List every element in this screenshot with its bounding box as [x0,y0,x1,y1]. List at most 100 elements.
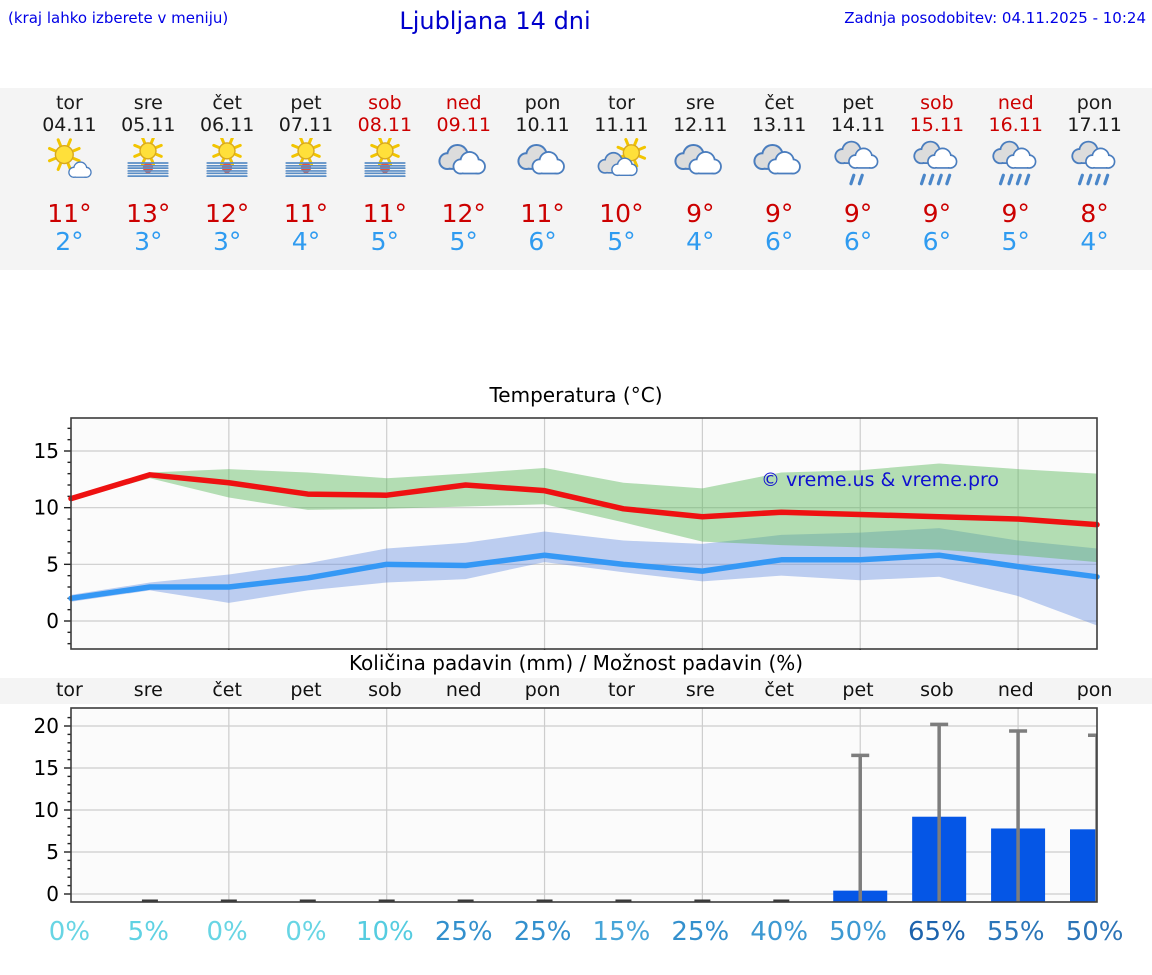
day-name: ned [997,92,1034,114]
forecast-day-column: pet 14.11 9° 6° [819,92,898,256]
forecast-day-column: sre 05.11 13° 3° [109,92,188,256]
forecast-day-column: sob 08.11 11° 5° [345,92,424,256]
precip-day-label: pon [524,679,561,701]
high-temp: 11° [47,199,92,228]
svg-text:10: 10 [34,798,59,822]
low-temp: 6° [764,227,794,256]
precip-day-label: tor [55,679,83,701]
low-temp: 5° [449,227,478,256]
low-temp: 3° [212,227,242,256]
day-name: sre [685,92,715,114]
menu-hint: (kraj lahko izberete v meniju) [8,9,229,27]
precip-probability: 0% [48,917,91,947]
cloudy-icon [424,138,503,194]
cloudy-icon [740,138,819,194]
day-name: ned [445,92,482,114]
spacer [0,270,1152,382]
svg-text:5: 5 [46,840,59,864]
sun-fog-icon [109,138,188,194]
day-name: čet [764,92,794,114]
last-update: Zadnja posodobitev: 04.11.2025 - 10:24 [844,9,1146,27]
forecast-day-column: tor 04.11 11° 2° [30,92,109,256]
high-temp: 11° [362,199,408,228]
forecast-day-column: pon 10.11 11° 6° [503,92,582,256]
precip-probability: 25% [671,917,730,947]
day-date: 17.11 [1067,114,1122,136]
page-title: Ljubljana 14 dni [399,7,591,35]
day-date: 06.11 [199,114,255,136]
high-temp: 9° [1001,199,1030,228]
day-name: čet [212,92,242,114]
low-temp: 6° [843,227,873,256]
day-name: sob [368,92,402,114]
svg-text:20: 20 [34,714,59,738]
precipitation-chart-title: Količina padavin (mm) / Možnost padavin … [348,651,804,675]
forecast-strip: tor 04.11 11° 2° sre 05.11 13° 3° čet 06.11 12° 3° p… [0,88,1152,270]
rain-icon [976,138,1055,194]
precip-probability: 25% [513,917,572,947]
svg-text:5: 5 [46,552,59,576]
low-temp: 4° [1080,227,1109,256]
day-date: 04.11 [42,114,97,136]
day-date: 14.11 [830,114,886,136]
day-date: 05.11 [121,114,176,136]
day-name: sre [133,92,163,114]
precip-probability: 10% [355,917,414,947]
sun-fog-icon [345,138,424,194]
svg-text:15: 15 [34,756,59,780]
high-temp: 9° [922,199,952,228]
precip-day-label: tor [608,679,635,701]
low-temp: 3° [134,227,163,256]
precip-probability: 40% [750,917,809,947]
high-temp: 8° [1080,199,1109,228]
low-temp: 5° [370,227,400,256]
sun-fog-icon [267,138,346,194]
precip-day-label: ned [997,679,1034,701]
day-date: 16.11 [988,114,1043,136]
precip-probability: 50% [1065,917,1124,947]
precipitation-chart: 0 5 10 15 20 [34,707,1098,906]
rain-icon [897,138,976,194]
precip-day-label: čet [212,679,242,701]
low-temp: 5° [607,227,636,256]
rain-icon [1055,138,1134,194]
forecast-day-column: ned 16.11 9° 5° [976,92,1055,256]
high-temp: 13° [126,199,171,228]
day-name: tor [55,92,83,114]
precip-day-label: sre [133,679,163,701]
precip-day-label: sob [920,679,954,701]
day-name: pet [842,92,874,114]
high-temp: 9° [764,199,794,228]
precip-day-label: pet [290,679,322,701]
svg-text:10: 10 [34,496,59,520]
day-name: pon [1076,92,1113,114]
day-date: 11.11 [594,114,649,136]
day-date: 15.11 [909,114,965,136]
low-temp: 4° [291,227,321,256]
cloud-sun-icon [582,138,661,194]
rain-light-icon [819,138,898,194]
precip-probability: 5% [127,917,169,947]
day-date: 12.11 [673,114,728,136]
day-name: tor [608,92,635,114]
precip-probability: 0% [285,917,327,947]
precip-probability-row: 0% 5% 0% 0% 10% 25% 25% 15% 25% 40% 50% 65% 55% 50% [0,908,1152,948]
forecast-day-column: pon 17.11 8° 4° [1055,92,1134,256]
precip-probability: 65% [907,917,966,947]
cloudy-icon [503,138,582,194]
watermark: © vreme.us & vreme.pro [761,469,999,491]
svg-text:0: 0 [46,609,59,633]
precip-day-label: čet [764,679,794,701]
high-temp: 10° [599,199,644,228]
svg-text:15: 15 [34,439,59,463]
forecast-day-column: ned 09.11 12° 5° [424,92,503,256]
forecast-day-column: čet 13.11 9° 6° [740,92,819,256]
sun-small-cloud-icon [30,138,109,194]
svg-text:0: 0 [46,882,59,906]
high-temp: 9° [843,199,873,228]
low-temp: 2° [55,227,84,256]
forecast-day-column: sre 12.11 9° 4° [661,92,740,256]
cloudy-icon [661,138,740,194]
precip-probability: 15% [592,917,651,947]
forecast-day-column: čet 06.11 12° 3° [188,92,267,256]
